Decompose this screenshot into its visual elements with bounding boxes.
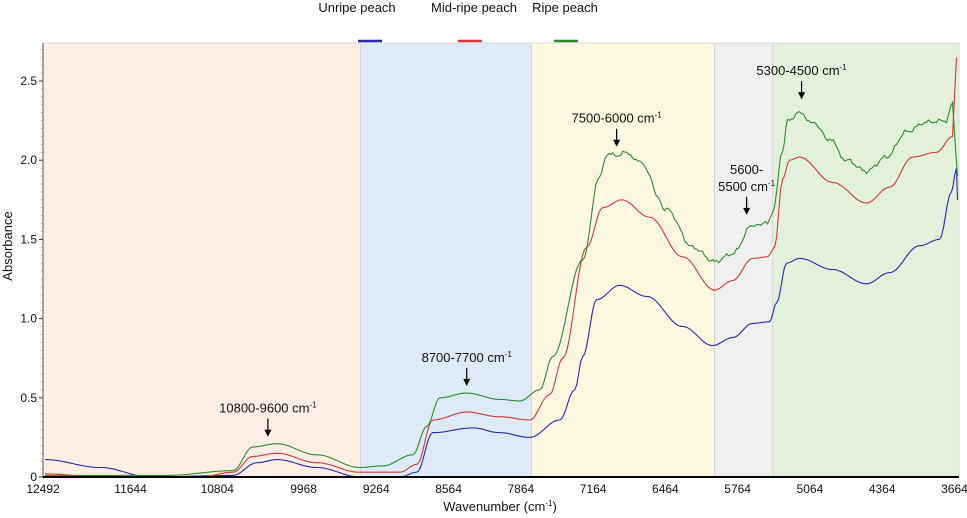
legend-label: Ripe peach (532, 0, 598, 15)
annotation-label-sup: -1 (768, 179, 776, 188)
x-tick-label: 5064 (797, 482, 824, 496)
region-band-4 (714, 42, 774, 478)
annotation-label: 8700-7700 cm-1 (422, 350, 513, 365)
x-tick-label: 9968 (290, 482, 317, 496)
y-tick-label: 0.5 (20, 391, 37, 405)
annotation-1: 10800-9600 cm-1 (219, 401, 317, 437)
y-axis-label: Absorbance (0, 211, 15, 280)
legend: Unripe peach Mid-ripe peach Ripe peach (318, 0, 598, 43)
x-axis-label-sup: -1 (545, 499, 553, 508)
y-tick-label: 2.0 (20, 153, 37, 167)
annotation-label: 5500 cm-1 (718, 179, 776, 194)
x-tick-label: 12492 (26, 482, 60, 496)
annotation-label-text: 10800-9600 cm (219, 401, 309, 416)
x-tick-label: 11644 (114, 482, 147, 496)
annotation-label: 5600- (730, 162, 763, 177)
x-tick-label: 7164 (580, 482, 607, 496)
y-tick-label: 0 (30, 470, 37, 484)
annotation-label: 10800-9600 cm-1 (219, 401, 317, 416)
annotation-label-sup: -1 (655, 111, 663, 120)
region-band-5 (772, 42, 960, 478)
annotation-label-text: 8700-7700 cm (422, 350, 505, 365)
annotation-4: 5600- 5500 cm-1 (718, 162, 776, 215)
x-tick-label: 10804 (201, 482, 235, 496)
annotation-arrow-head-icon (613, 139, 621, 147)
series-line-ripe-peach (45, 100, 959, 476)
y-tick-label: 1.5 (20, 232, 37, 246)
annotation-arrow-head-icon (463, 378, 471, 386)
annotation-label: 5300-4500 cm-1 (756, 63, 847, 78)
x-tick-label: 8564 (435, 482, 462, 496)
annotation-2: 8700-7700 cm-1 (422, 350, 513, 386)
y-tick-label: 2.5 (20, 74, 37, 88)
x-tick-label: 5764 (724, 482, 751, 496)
annotation-label-text: 5300-4500 cm (756, 63, 839, 78)
annotation-label-sup: -1 (505, 350, 513, 359)
annotation-label-text: 5600- (730, 162, 763, 177)
x-axis-label: Wavenumber (cm-1) (443, 499, 557, 514)
annotation-arrow-head-icon (264, 429, 272, 437)
x-tick-label: 9264 (363, 482, 390, 496)
annotation-label-sup: -1 (840, 63, 848, 72)
region-band-1 (42, 42, 361, 478)
spectral-regions (42, 42, 960, 478)
region-band-2 (360, 42, 532, 478)
annotation-3: 7500-6000 cm-1 (572, 111, 663, 147)
x-tick-label: 4364 (869, 482, 896, 496)
annotation-5: 5300-4500 cm-1 (756, 63, 847, 100)
y-tick-label: 1.0 (20, 312, 37, 326)
annotation-label-sup: -1 (309, 401, 317, 410)
legend-label: Mid-ripe peach (431, 0, 517, 15)
annotation-arrow-head-icon (743, 207, 751, 215)
region-band-3 (531, 42, 715, 478)
x-tick-label: 3664 (941, 482, 967, 496)
annotation-label-text: 7500-6000 cm (572, 111, 655, 126)
axes: 0 0.5 1.0 1.5 2.0 2.5 12492 11644 10804 9968 9264 8… (20, 43, 967, 496)
x-tick-label: 7864 (507, 482, 534, 496)
annotation-label: 7500-6000 cm-1 (572, 111, 663, 126)
annotation-arrow-head-icon (798, 92, 806, 100)
x-axis-label-main: Wavenumber (cm (443, 499, 545, 514)
x-tick-label: 6464 (652, 482, 679, 496)
legend-label: Unripe peach (318, 0, 395, 15)
annotation-label-text: 5500 cm (718, 179, 768, 194)
x-axis-label-end: ) (552, 499, 556, 514)
